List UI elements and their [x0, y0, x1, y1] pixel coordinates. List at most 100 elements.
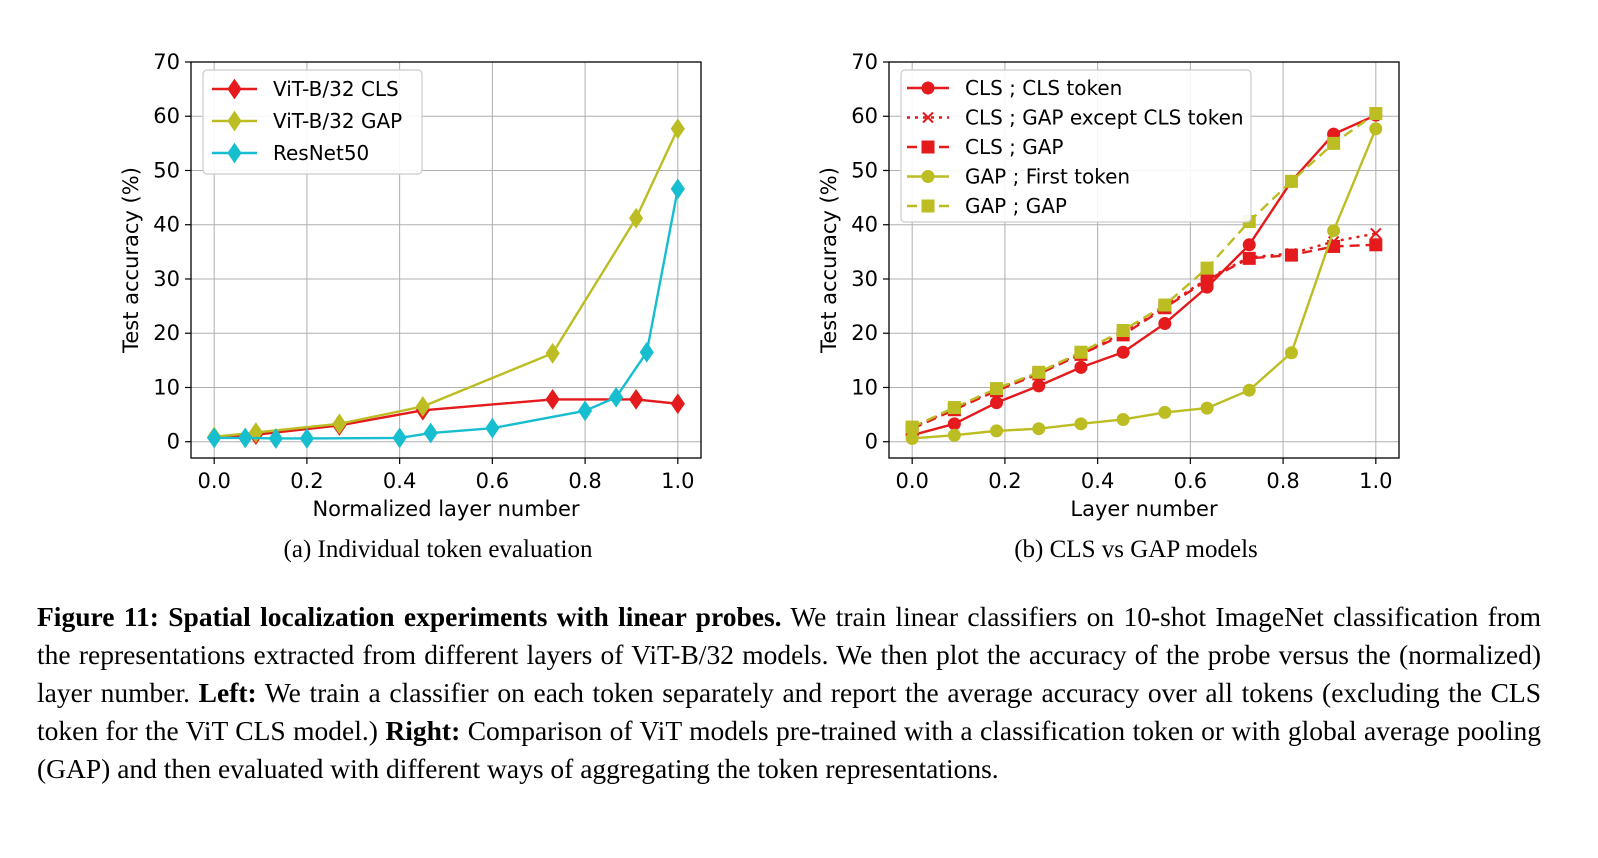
a-series-2-point-8 [609, 386, 624, 408]
b-series-4-point-1 [947, 401, 961, 415]
a-series-2-point-1 [238, 427, 253, 449]
b-series-3-point-5 [1116, 412, 1130, 426]
b-ytick-label-2: 20 [851, 321, 878, 345]
a-legend-marker-1 [227, 110, 242, 132]
b-xtick-label-3: 0.6 [1174, 469, 1207, 493]
caption-part2: We train a classifier on each token sepa… [37, 677, 1542, 746]
a-series-2-point-4 [392, 427, 407, 449]
b-legend-marker-0 [921, 81, 935, 95]
b-series-0-point-4 [1074, 360, 1088, 374]
b-series-line-4 [911, 112, 1377, 429]
a-ytick-label-7: 70 [153, 50, 180, 74]
a-xtick-label-4: 0.8 [568, 469, 601, 493]
a-legend-label-2: ResNet50 [273, 141, 369, 165]
b-legend-label-2: CLS ; GAP [965, 135, 1064, 159]
b-ytick-label-6: 60 [851, 104, 878, 128]
a-ytick-label-3: 30 [153, 267, 180, 291]
b-series-line-3 [912, 128, 1377, 440]
chart-individual-token: 0.0 0.2 0.4 0.6 0.8 1.0 0 10 20 30 40 50 60 70 Normali… [119, 50, 702, 563]
b-series-3-point-1 [947, 428, 961, 442]
caption-left-label: Left: [198, 677, 257, 708]
a-ytick-label-0: 0 [167, 430, 180, 454]
a-series-2-point-3 [299, 428, 315, 449]
b-series-0-point-6 [1158, 316, 1172, 330]
caption-bold-title: Spatial localization experiments with li… [168, 601, 782, 632]
a-series-2-point-5 [423, 422, 438, 444]
b-series-4-point-9 [1284, 174, 1298, 188]
b-series-4-point-11 [1369, 107, 1383, 121]
a-ytick-label-1: 10 [153, 375, 180, 399]
b-series-3-point-0 [905, 431, 919, 445]
b-series-4-point-0 [905, 420, 919, 434]
b-ytick-label-4: 40 [851, 213, 878, 237]
a-legend-box [202, 69, 423, 175]
b-ytick-label-3: 30 [851, 267, 878, 291]
b-series-0-point-1 [947, 417, 961, 431]
a-xtick-label-2: 0.4 [383, 469, 416, 493]
a-series-0-point-5 [628, 389, 644, 410]
b-series-4-point-3 [1032, 365, 1046, 379]
a-xlabel: Normalized layer number [312, 497, 579, 521]
a-ytick-label-6: 60 [153, 104, 180, 128]
b-series-3-point-3 [1032, 422, 1046, 436]
b-ytick-label-0: 0 [865, 430, 878, 454]
b-series-2-point-11 [1369, 238, 1383, 252]
caption-part3: Comparison of ViT models pre-trained wit… [37, 715, 1542, 784]
a-xtick-label-3: 0.6 [476, 469, 509, 493]
b-legend-marker-3 [921, 170, 935, 183]
b-series-3-point-7 [1200, 401, 1214, 415]
caption-label: Figure 11: [37, 601, 159, 632]
chart-cls-vs-gap: 0.0 0.2 0.4 0.6 0.8 1.0 0 10 20 30 40 50 60 70 Layer n… [817, 50, 1400, 563]
b-series-0-point-3 [1032, 379, 1046, 393]
b-legend-marker-2 [921, 140, 935, 154]
a-series-2-point-7 [577, 400, 593, 422]
b-series-3-point-2 [990, 424, 1004, 438]
a-series-2-point-9 [639, 341, 654, 363]
b-ytick-label-5: 50 [851, 158, 878, 182]
b-series-4-point-5 [1116, 324, 1130, 338]
b-series-4-point-4 [1074, 345, 1088, 359]
b-series-4-point-7 [1200, 261, 1214, 275]
b-series-line-2 [911, 243, 1376, 430]
figure-caption: Figure 11: Spatial localization experime… [37, 598, 1541, 788]
b-series-1-point-11 [1370, 227, 1382, 240]
b-legend-marker-1 [922, 111, 934, 124]
b-legend-label-0: CLS ; CLS token [965, 76, 1122, 100]
b-series-3-point-8 [1242, 383, 1256, 397]
a-series-1-point-3 [415, 396, 430, 417]
a-xtick-label-0: 0.0 [197, 469, 230, 493]
b-plot-frame [888, 61, 1400, 459]
b-xtick-label-1: 0.2 [988, 469, 1021, 493]
a-legend-label-0: ViT-B/32 CLS [273, 77, 399, 101]
b-series-2-point-8 [1242, 251, 1256, 265]
a-series-line-2 [214, 188, 679, 440]
a-series-1-point-2 [332, 413, 347, 435]
b-series-0-point-8 [1242, 238, 1256, 252]
b-series-3-point-4 [1074, 417, 1088, 431]
b-legend-marker-4 [921, 199, 935, 213]
a-ylabel: Test accuracy (%) [119, 167, 143, 354]
b-legend-label-1: CLS ; GAP except CLS token [965, 106, 1244, 130]
a-ytick-label-5: 50 [153, 158, 180, 182]
b-series-0-point-2 [990, 396, 1004, 410]
b-legend-label-4: GAP ; GAP [965, 194, 1067, 218]
a-series-line-1 [214, 128, 679, 439]
b-series-2-point-7 [1200, 273, 1214, 287]
a-subcaption: (a) Individual token evaluation [284, 536, 593, 563]
b-subcaption: (b) CLS vs GAP models [1014, 536, 1258, 563]
a-xtick-label-1: 0.2 [290, 469, 323, 493]
a-plot-frame [190, 61, 702, 459]
a-series-2-point-2 [268, 428, 283, 449]
b-xtick-label-4: 0.8 [1266, 469, 1299, 493]
b-xtick-label-2: 0.4 [1081, 469, 1114, 493]
b-series-2-point-9 [1284, 248, 1298, 262]
a-series-1-point-4 [545, 342, 560, 364]
b-series-3-point-9 [1284, 346, 1298, 360]
caption-right-label: Right: [385, 715, 461, 746]
b-series-4-point-6 [1158, 298, 1172, 312]
a-legend-marker-2 [227, 142, 242, 164]
a-legend-label-1: ViT-B/32 GAP [273, 109, 402, 133]
b-ytick-label-1: 10 [851, 375, 878, 399]
a-ytick-label-2: 20 [153, 321, 180, 345]
a-series-2-point-0 [207, 427, 222, 449]
